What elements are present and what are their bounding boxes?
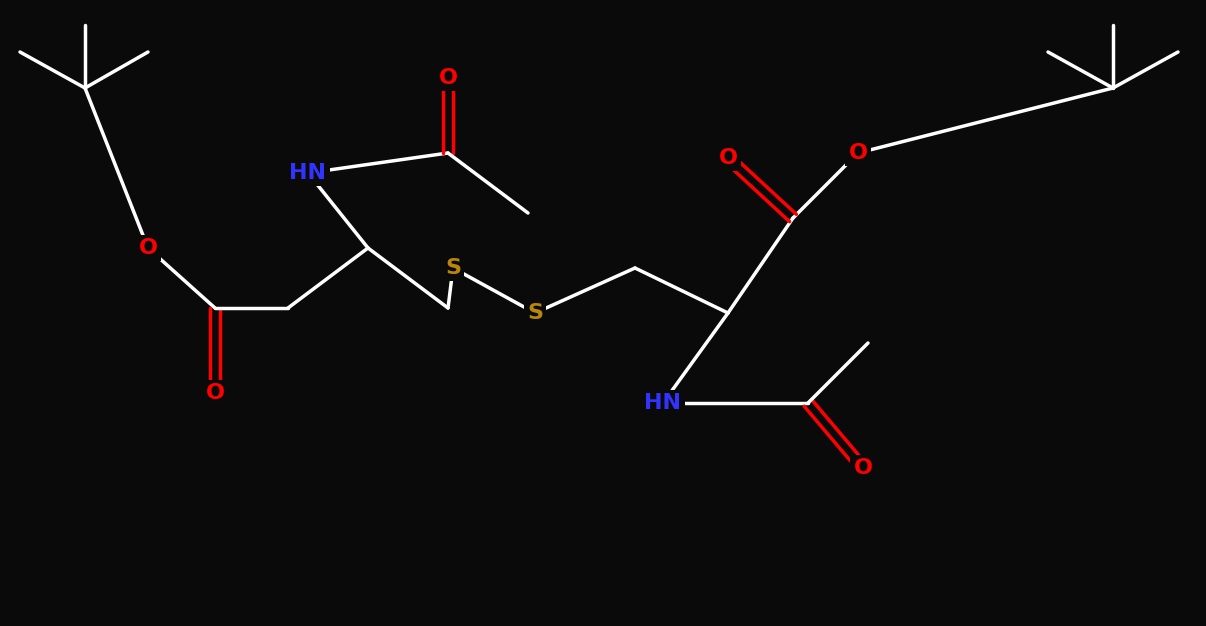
- Text: HN: HN: [644, 393, 681, 413]
- Text: O: O: [719, 148, 738, 168]
- Text: O: O: [205, 383, 224, 403]
- Text: HN: HN: [289, 163, 327, 183]
- Text: S: S: [445, 258, 461, 278]
- Text: S: S: [527, 303, 543, 323]
- Text: O: O: [849, 143, 867, 163]
- Text: O: O: [854, 458, 872, 478]
- Text: O: O: [139, 238, 158, 258]
- Text: O: O: [439, 68, 457, 88]
